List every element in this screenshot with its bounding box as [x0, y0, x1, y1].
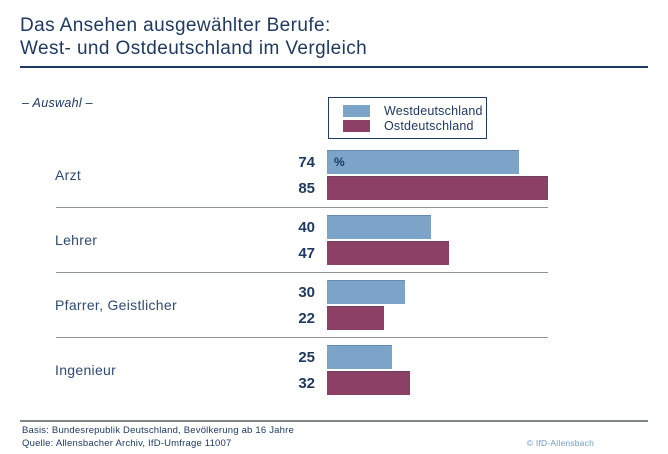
- bar-value-ost: 47: [298, 244, 315, 262]
- legend-item-ost: Ostdeutschland: [343, 118, 478, 133]
- footer-divider: [20, 420, 648, 422]
- chart-group: Ingenieur 25 32: [55, 338, 548, 402]
- bar-ost: [327, 241, 450, 265]
- bar-value-ost: 22: [298, 309, 315, 327]
- category-label: Pfarrer, Geistlicher: [55, 297, 177, 313]
- page-title: Das Ansehen ausgewählter Berufe: West- u…: [20, 14, 640, 60]
- legend-swatch-west: [343, 104, 370, 117]
- bar-line: 22: [56, 306, 548, 330]
- legend-item-west: Westdeutschland: [343, 103, 482, 118]
- legend-label-ost: Ostdeutschland: [384, 118, 474, 133]
- bar-ost: [327, 371, 411, 395]
- category-label: Ingenieur: [55, 362, 117, 378]
- chart-group: Arzt 74% 85: [55, 143, 548, 208]
- bar-line: 47: [56, 241, 548, 265]
- bar-line: 30: [56, 280, 548, 304]
- footer-quelle: Quelle: Allensbacher Archiv, IfD-Umfrage…: [22, 437, 232, 449]
- percent-unit-label: %: [334, 155, 345, 169]
- category-label: Lehrer: [55, 232, 98, 248]
- chart-group: Pfarrer, Geistlicher 30 22: [55, 273, 548, 338]
- chart-group: Lehrer 40 47: [55, 208, 548, 273]
- bar-value-west: 25: [298, 348, 315, 366]
- legend-swatch-ost: [343, 119, 370, 132]
- page-title-line2: West- und Ostdeutschland im Vergleich: [20, 38, 368, 59]
- page-title-line1: Das Ansehen ausgewählter Berufe:: [20, 15, 331, 36]
- category-label: Arzt: [55, 167, 82, 183]
- bar-line: 74%: [56, 150, 548, 174]
- copyright-label: © IfD-Allensbach: [526, 438, 594, 448]
- bar-west: [327, 280, 405, 304]
- bar-value-west: 30: [298, 283, 315, 301]
- bar-west: [327, 345, 392, 369]
- legend-label-west: Westdeutschland: [384, 103, 483, 118]
- bar-line: 85: [56, 176, 548, 200]
- bar-line: 40: [56, 215, 548, 239]
- footer-source: Basis: Bundesrepublik Deutschland, Bevöl…: [22, 425, 294, 450]
- bar-west: [327, 215, 431, 239]
- footer-basis: Basis: Bundesrepublik Deutschland, Bevöl…: [22, 425, 294, 436]
- bar-value-west: 74: [298, 153, 315, 171]
- bar-value-ost: 32: [298, 374, 315, 392]
- chart-legend: Westdeutschland Ostdeutschland: [328, 97, 487, 139]
- bar-ost: [327, 176, 548, 200]
- bar-line: 32: [56, 371, 548, 395]
- bar-value-ost: 85: [298, 179, 315, 197]
- bar-line: 25: [56, 345, 548, 369]
- title-divider: [20, 66, 648, 68]
- bar-chart: Arzt 74% 85 Lehrer 40 47 Pfarrer, Geistlicher 3…: [55, 143, 548, 402]
- bar-value-west: 40: [298, 218, 315, 236]
- bar-ost: [327, 306, 385, 330]
- chart-subtitle: – Auswahl –: [22, 96, 93, 110]
- bar-west: %: [327, 150, 520, 174]
